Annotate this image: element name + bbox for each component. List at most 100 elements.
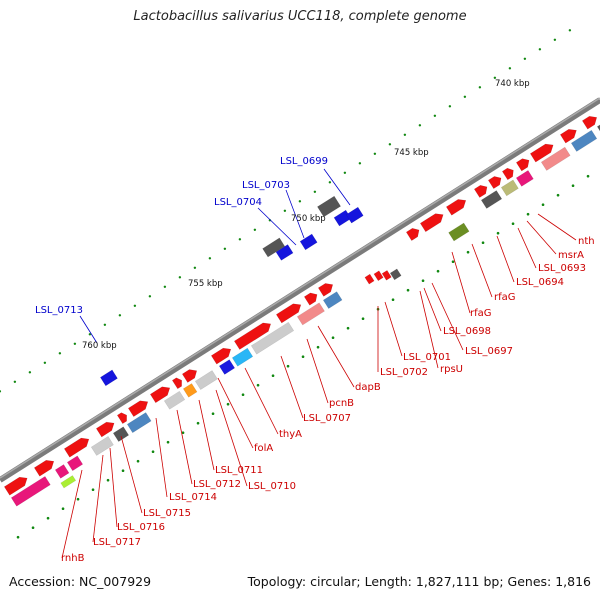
label-leader-line <box>244 367 279 435</box>
feature-block[interactable] <box>322 291 343 309</box>
gc-dot <box>238 238 242 241</box>
backbone <box>0 97 600 483</box>
gc-dot <box>88 333 92 336</box>
forward-cds[interactable] <box>95 419 117 438</box>
reverse-cds[interactable] <box>99 369 118 387</box>
reverse-cds[interactable] <box>299 233 318 251</box>
gene-label-lsl0701[interactable]: LSL_0701 <box>403 352 451 363</box>
accession-text: Accession: NC_007929 <box>9 574 152 589</box>
feature-block[interactable] <box>296 302 325 326</box>
forward-cds[interactable] <box>515 156 531 172</box>
gene-label-lsl0717[interactable]: LSL_0717 <box>93 537 141 548</box>
backbone-highlight <box>0 97 600 479</box>
feature-block[interactable] <box>262 237 286 258</box>
reverse-cds[interactable] <box>345 206 364 224</box>
gc-dot <box>556 193 560 197</box>
forward-cds[interactable] <box>3 474 30 496</box>
feature-block[interactable] <box>570 129 598 152</box>
feature-block[interactable] <box>317 195 342 218</box>
gene-label-lsl0714[interactable]: LSL_0714 <box>169 492 217 503</box>
feature-block[interactable] <box>448 222 470 242</box>
feature-block[interactable] <box>60 475 77 489</box>
gene-label-rpsU[interactable]: rpsU <box>440 364 463 375</box>
feature-block[interactable] <box>540 146 571 171</box>
label-leaders <box>61 168 577 559</box>
gc-dot <box>346 326 350 330</box>
reverse-cds-red[interactable] <box>364 273 375 285</box>
reverse-cds-red[interactable] <box>373 270 384 282</box>
feature-block[interactable] <box>515 170 534 187</box>
gene-label-lsl0712[interactable]: LSL_0712 <box>193 479 241 490</box>
forward-cds[interactable] <box>233 320 273 350</box>
feature-block[interactable] <box>54 464 70 479</box>
feature-block[interactable] <box>194 370 218 391</box>
forward-cds[interactable] <box>405 226 421 241</box>
gene-label-lsl0698[interactable]: LSL_0698 <box>443 326 491 337</box>
gene-label-rfaG-2[interactable]: rfaG <box>470 308 492 319</box>
forward-cds[interactable] <box>275 301 303 324</box>
forward-cds[interactable] <box>210 345 233 365</box>
feature-block[interactable] <box>90 436 114 456</box>
gene-label-folA[interactable]: folA <box>254 443 273 454</box>
forward-cds[interactable] <box>149 384 172 404</box>
feature-block[interactable] <box>10 475 51 507</box>
label-leader-line <box>496 235 515 283</box>
gene-label-lsl0713[interactable]: LSL_0713 <box>35 305 83 316</box>
gene-label-lsl0693[interactable]: LSL_0693 <box>538 263 586 274</box>
feature-block[interactable] <box>500 179 519 197</box>
feature-block[interactable] <box>112 426 130 442</box>
forward-cds[interactable] <box>33 457 56 477</box>
gene-label-lsl0699[interactable]: LSL_0699 <box>280 156 328 167</box>
gene-label-lsl0716[interactable]: LSL_0716 <box>117 522 165 533</box>
gene-label-lsl0694[interactable]: LSL_0694 <box>516 277 564 288</box>
forward-cds[interactable] <box>181 367 199 383</box>
gene-label-lsl0710[interactable]: LSL_0710 <box>248 481 296 492</box>
gene-label-rfaG-1[interactable]: rfaG <box>494 292 516 303</box>
forward-cds[interactable] <box>559 126 579 144</box>
feature-block[interactable] <box>163 390 186 410</box>
gc-dot <box>58 352 62 355</box>
gene-label-lsl0715[interactable]: LSL_0715 <box>143 508 191 519</box>
gene-label-lsl0697[interactable]: LSL_0697 <box>465 346 513 357</box>
forward-cds[interactable] <box>487 174 503 190</box>
feature-block[interactable] <box>126 412 152 434</box>
feature-block[interactable] <box>250 321 295 355</box>
forward-cds[interactable] <box>581 113 599 130</box>
forward-cds[interactable] <box>116 411 129 424</box>
label-leader-line <box>471 243 493 298</box>
gene-label-lsl0711[interactable]: LSL_0711 <box>215 465 263 476</box>
gene-label-lsl0702[interactable]: LSL_0702 <box>380 367 428 378</box>
gene-label-lsl0704[interactable]: LSL_0704 <box>214 197 262 208</box>
forward-cds[interactable] <box>171 376 184 390</box>
gene-label-msrA[interactable]: msrA <box>558 250 584 261</box>
feature-block[interactable] <box>389 268 402 281</box>
feature-block[interactable] <box>182 383 198 398</box>
forward-cds[interactable] <box>63 435 91 458</box>
forward-cds[interactable] <box>303 290 319 306</box>
gene-label-dapB[interactable]: dapB <box>355 382 381 393</box>
forward-cds[interactable] <box>127 398 150 418</box>
feature-block[interactable] <box>480 190 503 209</box>
gc-dot <box>481 241 485 245</box>
feature-block[interactable] <box>218 359 236 375</box>
forward-cds[interactable] <box>317 280 335 297</box>
label-leader-line <box>280 355 304 419</box>
gene-label-thyA[interactable]: thyA <box>279 429 302 440</box>
forward-cds[interactable] <box>501 166 516 181</box>
gene-label-rnhB[interactable]: rnhB <box>61 553 85 564</box>
reverse-cds-red[interactable] <box>381 269 392 281</box>
gene-label-lsl0707[interactable]: LSL_0707 <box>303 413 351 424</box>
label-leader-line <box>120 435 143 514</box>
forward-cds[interactable] <box>529 141 556 163</box>
forward-cds[interactable] <box>419 210 446 233</box>
feature-block[interactable] <box>231 347 254 367</box>
gene-label-lsl0703[interactable]: LSL_0703 <box>242 180 290 191</box>
reverse-cds[interactable] <box>275 244 294 261</box>
label-leader-line <box>517 227 537 269</box>
feature-block[interactable] <box>66 455 84 472</box>
forward-cds[interactable] <box>445 196 468 216</box>
forward-cds[interactable] <box>473 183 489 198</box>
gene-label-nth[interactable]: nth <box>578 236 595 247</box>
gene-label-pcnB[interactable]: pcnB <box>329 398 354 409</box>
